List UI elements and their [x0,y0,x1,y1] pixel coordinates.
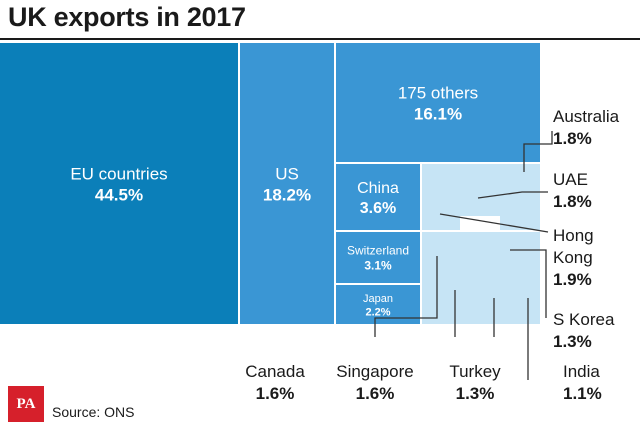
pa-logo: PA [8,386,44,422]
treemap-cell-canada [422,232,474,324]
ext-name-india: India [563,362,600,381]
ext-name-singapore: Singapore [336,362,414,381]
ext-name-s-korea: S Korea [553,310,615,329]
cell-value-japan: 2.2% [365,307,390,319]
treemap-cell-china [336,164,420,230]
leader-line-hong-kong [439,213,549,233]
leader-line-uae [477,191,548,199]
ext-name-canada: Canada [245,362,305,381]
ext-value-singapore: 1.6% [356,384,395,403]
ext-value-australia: 1.8% [553,129,592,148]
ext-value-turkey: 1.3% [456,384,495,403]
ext-value-india: 1.1% [563,384,602,403]
cell-value-switzerland: 3.1% [364,259,392,273]
leader-line-australia [523,131,553,172]
source-note: Source: ONS [52,404,135,420]
treemap-cell-eu-countries [0,43,238,324]
treemap-cell-singapore [474,232,540,262]
ext-value-canada: 1.6% [256,384,295,403]
cell-name-175-others: 175 others [398,83,478,102]
leader-line-s-korea [510,249,547,318]
cell-name-us: US [275,164,299,183]
ext-value-s-korea: 1.3% [553,332,592,351]
cell-value-us: 18.2% [263,186,311,205]
ext-name-uae: UAE [553,170,588,189]
cell-value-175-others: 16.1% [414,105,462,124]
treemap-cell-turkey [474,262,510,324]
ext-value-uae: 1.8% [553,192,592,211]
treemap-cell-hong-kong [422,164,460,230]
chart-title: UK exports in 2017 [8,2,246,32]
cell-value-china: 3.6% [360,200,396,217]
ext-name-turkey: Turkey [449,362,501,381]
treemap-cell-s-korea [500,190,540,230]
ext-name-hong-kong-1: Hong [553,226,594,245]
title-rule [0,38,640,40]
cell-name-switzerland: Switzerland [347,244,409,258]
cell-value-eu-countries: 44.5% [95,186,143,205]
treemap-cell-switzerland [336,232,420,283]
cell-name-japan: Japan [363,293,393,305]
ext-name-hong-kong-2: Kong [553,248,593,267]
treemap-cell-175-others [336,43,540,162]
cell-name-eu-countries: EU countries [70,164,167,183]
ext-name-australia: Australia [553,107,620,126]
treemap-cell-india [510,262,540,324]
treemap-cell-us [240,43,334,324]
treemap-cell-uae [460,164,500,216]
cell-name-china: China [357,180,399,197]
leader-line-canada [374,256,438,337]
treemap-cell-australia [500,164,540,190]
ext-value-hong-kong: 1.9% [553,270,592,289]
